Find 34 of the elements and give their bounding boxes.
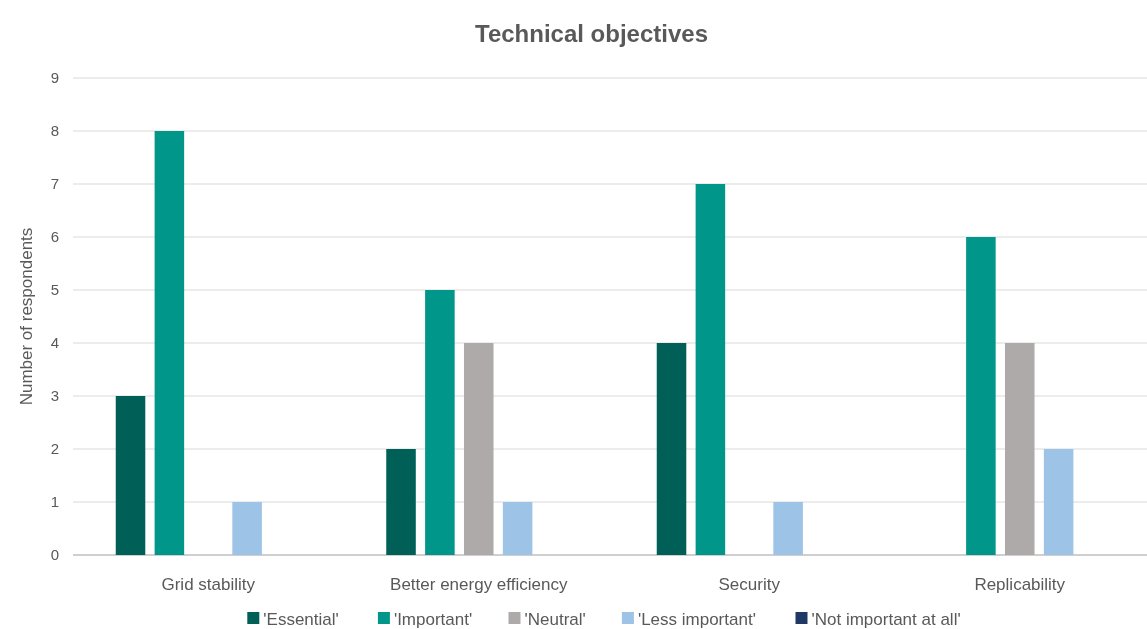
y-tick-label: 8 (50, 122, 60, 140)
x-tick-label: Better energy efficiency (390, 575, 568, 594)
bar (773, 502, 803, 555)
y-tick-label: 4 (50, 334, 60, 352)
bar (386, 449, 416, 555)
bar (154, 131, 185, 555)
x-tick-label: Replicability (974, 575, 1066, 594)
bar (656, 343, 687, 555)
y-tick-label: 6 (50, 228, 60, 246)
bar (966, 237, 996, 555)
bar (463, 343, 494, 555)
y-tick-label: 3 (50, 387, 60, 405)
y-tick-label: 1 (50, 493, 60, 511)
legend-label: 'Neutral' (524, 609, 586, 629)
y-tick-label: 2 (50, 440, 60, 458)
x-tick-label: Security (718, 575, 781, 594)
chart-title: Technical objectives (475, 20, 708, 47)
bar (115, 396, 146, 555)
legend-label: 'Less important' (637, 609, 756, 629)
bar (1004, 343, 1035, 555)
bar (1043, 449, 1074, 555)
legend-label: 'Important' (393, 609, 473, 629)
y-tick-label: 9 (50, 69, 60, 87)
y-tick-label: 0 (50, 546, 60, 564)
bar (425, 290, 455, 555)
bar (502, 502, 533, 555)
bar (695, 184, 726, 555)
y-tick-label: 5 (50, 281, 60, 299)
x-tick-label: Grid stability (161, 575, 256, 594)
legend-label: 'Not important at all' (811, 609, 961, 629)
bar (232, 502, 262, 555)
y-axis-title: Number of respondents (17, 227, 36, 406)
y-tick-label: 7 (50, 175, 60, 193)
legend-label: 'Essential' (263, 609, 339, 629)
